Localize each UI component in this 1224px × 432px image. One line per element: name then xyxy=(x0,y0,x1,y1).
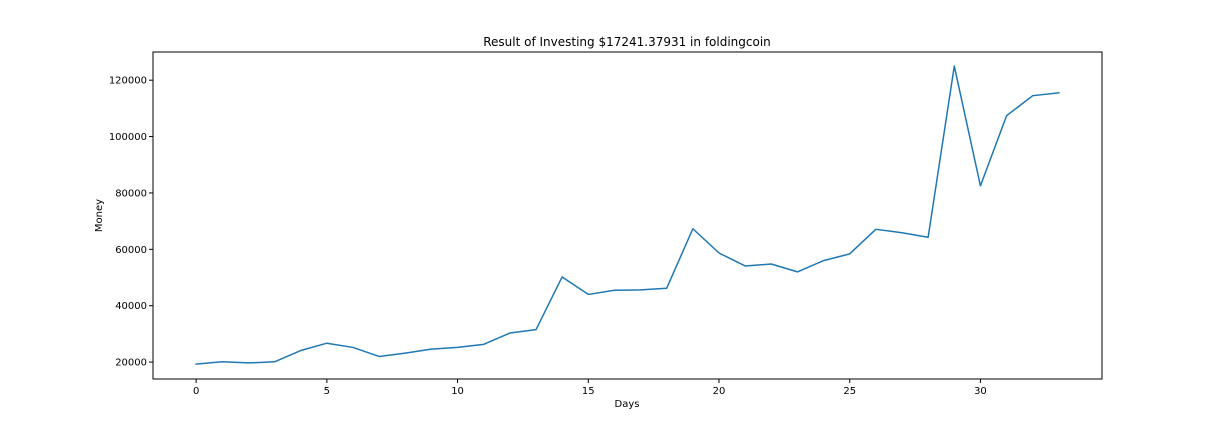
x-tick-label: 5 xyxy=(324,386,330,397)
plot-frame xyxy=(152,51,1103,380)
series-line-0 xyxy=(195,65,1060,365)
x-tick-label: 10 xyxy=(451,386,464,397)
y-tick-label: 40000 xyxy=(115,301,147,312)
y-tick-label: 120000 xyxy=(109,76,147,87)
x-tick-label: 25 xyxy=(843,386,856,397)
x-tick-label: 0 xyxy=(193,386,199,397)
x-tick-label: 30 xyxy=(974,386,987,397)
y-tick-label: 80000 xyxy=(115,188,147,199)
y-tick-label: 20000 xyxy=(115,358,147,369)
y-axis-label: Money xyxy=(94,199,105,232)
x-axis-label: Days xyxy=(615,399,640,410)
y-tick-label: 100000 xyxy=(109,132,147,143)
chart-title: Result of Investing $17241.37931 in fold… xyxy=(483,35,771,49)
y-tick-label: 60000 xyxy=(115,245,147,256)
x-tick-label: 20 xyxy=(713,386,726,397)
x-tick-label: 15 xyxy=(582,386,595,397)
